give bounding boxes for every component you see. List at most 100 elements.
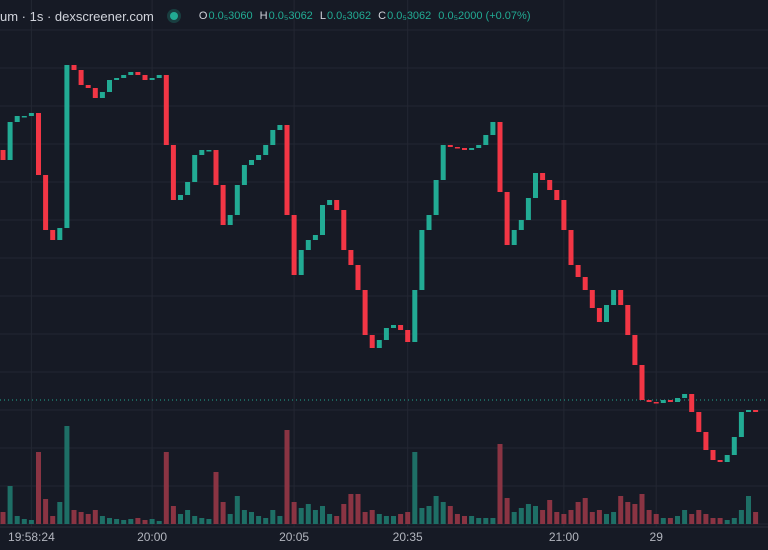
volume-bar	[43, 499, 49, 524]
volume-bar	[0, 512, 6, 524]
candle	[99, 92, 105, 98]
candle	[632, 335, 638, 365]
volume-bar	[78, 512, 84, 524]
candle	[128, 72, 134, 75]
ohlc-key: H	[259, 10, 268, 22]
candle	[362, 290, 368, 335]
x-tick-label: 21:00	[549, 530, 579, 544]
volume-bar	[675, 516, 680, 524]
candle	[312, 235, 318, 240]
candle	[305, 240, 311, 250]
candle	[256, 155, 262, 160]
volume-bar	[170, 506, 176, 524]
volume-bar	[518, 508, 524, 524]
volume-bar	[639, 494, 645, 524]
volume-bar	[589, 512, 595, 524]
candle	[355, 265, 361, 290]
volume-bar	[355, 494, 361, 524]
candle	[639, 365, 645, 400]
volume-bar	[497, 444, 503, 524]
volume-bar	[284, 430, 290, 524]
volume-bar	[71, 510, 77, 524]
candle	[511, 230, 517, 245]
candle	[596, 308, 602, 322]
candle	[341, 210, 347, 250]
volume-bar	[412, 452, 418, 524]
candle	[50, 230, 56, 240]
candle	[426, 215, 432, 230]
x-tick-label: 19:58:24	[8, 530, 55, 544]
candle	[582, 277, 588, 290]
volume-bar	[568, 510, 574, 524]
candle	[703, 432, 709, 450]
candle	[263, 145, 269, 155]
volume-bar	[419, 508, 425, 524]
candle	[369, 335, 375, 348]
volume-bar	[469, 516, 475, 524]
candle	[618, 290, 624, 305]
candle	[327, 200, 333, 205]
x-tick-label: 20:00	[137, 530, 167, 544]
volume-bar	[753, 512, 759, 524]
candle	[241, 165, 247, 185]
change: 0.0₅2000 (+0.07%)	[438, 10, 531, 22]
candle	[447, 145, 453, 147]
candle	[675, 398, 680, 402]
volume-bar	[731, 518, 737, 524]
candle	[178, 195, 183, 200]
candle	[85, 85, 91, 88]
volume-bar	[540, 510, 546, 524]
volume-bar	[57, 502, 63, 524]
candle	[540, 173, 546, 180]
candle	[497, 122, 503, 192]
volume-bar	[575, 502, 581, 524]
volume-bar	[320, 506, 325, 524]
candle	[284, 125, 290, 215]
candle	[412, 290, 418, 342]
volume-bar	[398, 514, 404, 524]
volume-bar	[64, 426, 70, 524]
candle	[0, 150, 6, 160]
volume-bar	[92, 510, 98, 524]
volume-bar	[291, 502, 297, 524]
legend-header: um · 1s · dexscreener.com O 0.0₅3060 H 0.0₅…	[0, 6, 531, 26]
volume-bar	[504, 498, 510, 524]
volume-bar	[462, 516, 467, 524]
candle	[419, 230, 425, 290]
candle	[405, 330, 411, 342]
candle	[220, 185, 226, 225]
candle	[753, 410, 759, 412]
candle	[114, 78, 120, 80]
candle	[682, 394, 688, 398]
volume-bar	[391, 516, 396, 524]
candle	[476, 145, 482, 148]
candle	[724, 455, 730, 462]
candle	[7, 122, 13, 160]
volume-bar	[405, 512, 411, 524]
volume-bar	[213, 472, 219, 524]
volume-bar	[696, 510, 702, 524]
volume-bar	[362, 512, 368, 524]
volume-bar	[632, 504, 638, 524]
candle	[483, 135, 489, 145]
volume-bar	[348, 494, 354, 524]
volume-bar	[305, 504, 311, 524]
volume-bar	[703, 514, 709, 524]
candle	[64, 65, 70, 228]
volume-bar	[341, 504, 347, 524]
volume-bar	[426, 506, 432, 524]
candle	[469, 148, 475, 150]
volume-bar	[227, 514, 233, 524]
candle	[533, 173, 538, 198]
x-tick-label: 29	[650, 530, 664, 544]
volume-bar	[561, 514, 567, 524]
candle	[376, 340, 382, 348]
candle	[185, 182, 191, 195]
volume-bar	[738, 510, 744, 524]
volume-bar	[746, 496, 751, 524]
volume-bar	[220, 502, 226, 524]
volume-bar	[28, 520, 34, 524]
candle	[291, 215, 297, 275]
candle	[589, 290, 595, 308]
